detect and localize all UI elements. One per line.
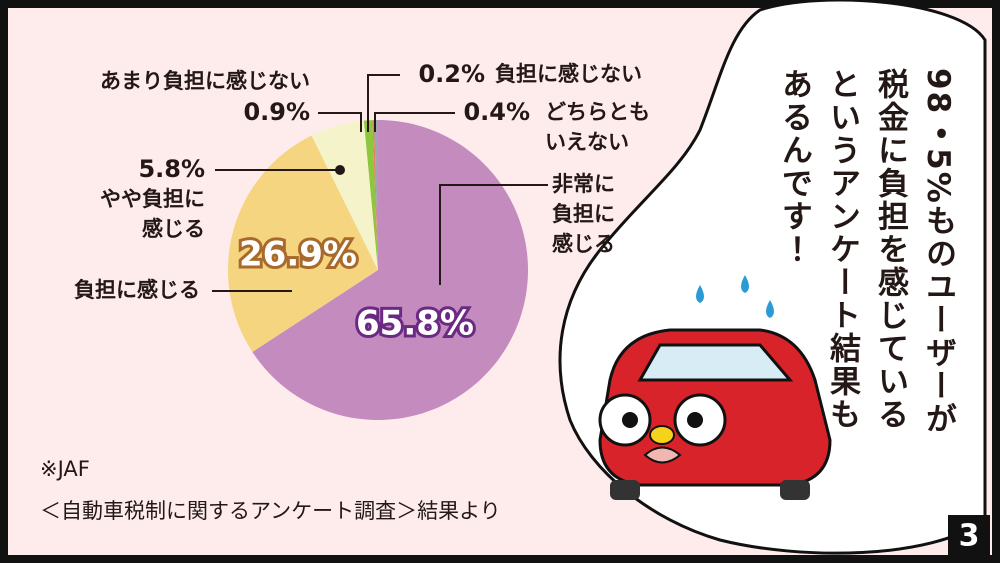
speech-line: というアンケート結果も (824, 68, 860, 431)
source-note: ＜自動車税制に関するアンケート調査＞結果より (40, 499, 501, 523)
slice-label: 負担に感じない (495, 62, 642, 86)
leader-line (439, 184, 548, 285)
value-label: 5.8% (138, 155, 205, 183)
speech-line: 98・5%ものユーザーが (920, 68, 956, 436)
value-label: 0.2% (418, 60, 485, 88)
panel-number: 3 (959, 519, 980, 554)
slice-label: どちらともいえない (545, 100, 650, 154)
leader-line (367, 74, 400, 132)
pie-slice (372, 120, 378, 271)
speech-text: 98・5%ものユーザーが 税金に負担を感じている というアンケート結果も あるんです！ (770, 68, 962, 498)
slice-label: やや負担に感じる (100, 187, 205, 241)
source-note: ※JAF (40, 457, 90, 481)
slice-label: 負担に感じる (74, 278, 200, 302)
pie-slice (311, 120, 378, 270)
slice-label: あまり負担に感じない (100, 69, 310, 93)
leader-line (374, 112, 455, 132)
value-label: 0.9% (243, 98, 310, 126)
pie-slice (374, 120, 378, 270)
pie-slice (252, 120, 528, 420)
speech-line: あるんです！ (776, 68, 812, 266)
car-illustration (598, 275, 832, 500)
panel-number-box (948, 515, 990, 555)
value-label: 65.8% (356, 304, 474, 344)
value-label: 0.4% (463, 98, 530, 126)
leader-dot (335, 165, 345, 175)
pie-slice (363, 120, 378, 270)
leader-line (318, 112, 362, 132)
pie-slice (227, 135, 378, 352)
speech-line: 税金に負担を感じている (872, 68, 908, 431)
value-label: 26.9% (239, 235, 357, 275)
slice-label: 非常に負担に感じる (552, 172, 615, 256)
